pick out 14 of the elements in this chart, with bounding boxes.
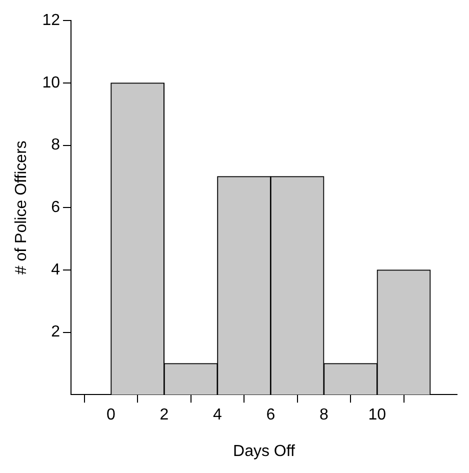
x-tick-label: 6 — [266, 406, 276, 424]
x-tick-label: 2 — [160, 406, 169, 424]
y-tick-label: 12 — [42, 12, 60, 30]
y-tick-label: 6 — [51, 199, 60, 216]
x-tick-label: 0 — [106, 406, 116, 424]
y-axis-title: # of Police Officers — [13, 140, 30, 275]
y-tick-label: 8 — [51, 136, 60, 154]
y-tick-label: 2 — [51, 324, 60, 341]
y-tick-label: 4 — [51, 261, 60, 278]
x-tick-label: 4 — [212, 406, 222, 424]
x-axis-title: Days Off — [233, 442, 296, 460]
x-tick-label: 10 — [368, 406, 386, 424]
y-tick-label: 10 — [42, 74, 60, 92]
x-tick-label: 8 — [319, 406, 328, 424]
